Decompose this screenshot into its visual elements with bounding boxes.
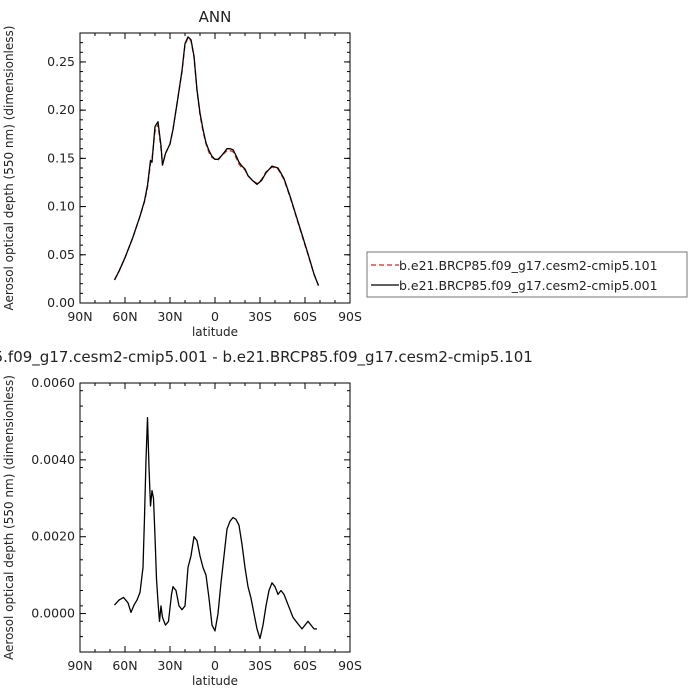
series-line-1 [113,37,320,286]
plot-frame [79,382,351,653]
chart-title: ANN [199,8,232,26]
x-tick-label: 30S [248,309,272,324]
y-tick-label: 0.10 [47,199,75,214]
x-tick-label: 90N [67,309,92,324]
x-tick-label: 30N [157,309,182,324]
y-axis-label: Aerosol optical depth (550 nm) (dimensio… [2,26,16,311]
x-tick-label: 90S [338,309,362,324]
legend-label-2: b.e21.BRCP85.f09_g17.cesm2-cmip5.001 [399,278,658,293]
plot-frame [79,32,351,304]
y-tick-label: 0.0040 [31,452,75,467]
chart-title: b.e21.BRCP85.f09_g17.cesm2-cmip5.001 - b… [0,348,533,367]
x-tick-label: 90S [338,658,362,673]
series-line-2 [113,36,320,286]
x-tick-label: 30S [248,658,272,673]
y-tick-label: 0.25 [47,54,75,69]
y-tick-label: 0.15 [47,150,75,165]
x-tick-label: 60S [293,309,317,324]
legend-box [366,251,688,298]
bottom-panel: 90N 60N 30N 0 30S 60S 90S 0.0000 0.0020 0.0040 0.0… [0,348,533,688]
x-axis-label: latitude [192,674,238,688]
y-tick-label: 0.0000 [31,606,75,621]
x-tick-label: 60N [112,309,137,324]
y-axis-label: Aerosol optical depth (550 nm) (dimensio… [2,375,16,660]
legend: b.e21.BRCP85.f09_g17.cesm2-cmip5.101 b.e2… [366,251,688,298]
x-tick-label: 0 [211,658,219,673]
x-tick-label: 60N [112,658,137,673]
series-line-1 [114,416,317,640]
y-tick-label: 0.20 [47,102,75,117]
y-tick-label: 0.0020 [31,529,75,544]
x-tick-label: 90N [67,658,92,673]
y-tick-label: 0.00 [47,295,75,310]
x-tick-label: 0 [211,309,219,324]
top-panel: 90N 60N 30N 0 30S 60S 90S 0.00 0.05 0.10 0.15 0.20 0… [2,8,362,339]
y-tick-label: 0.0060 [31,375,75,390]
y-tick-label: 0.05 [47,247,75,262]
x-tick-label: 60S [293,658,317,673]
x-axis-label: latitude [192,325,238,339]
legend-label-1: b.e21.BRCP85.f09_g17.cesm2-cmip5.101 [399,258,658,273]
x-tick-label: 30N [157,658,182,673]
